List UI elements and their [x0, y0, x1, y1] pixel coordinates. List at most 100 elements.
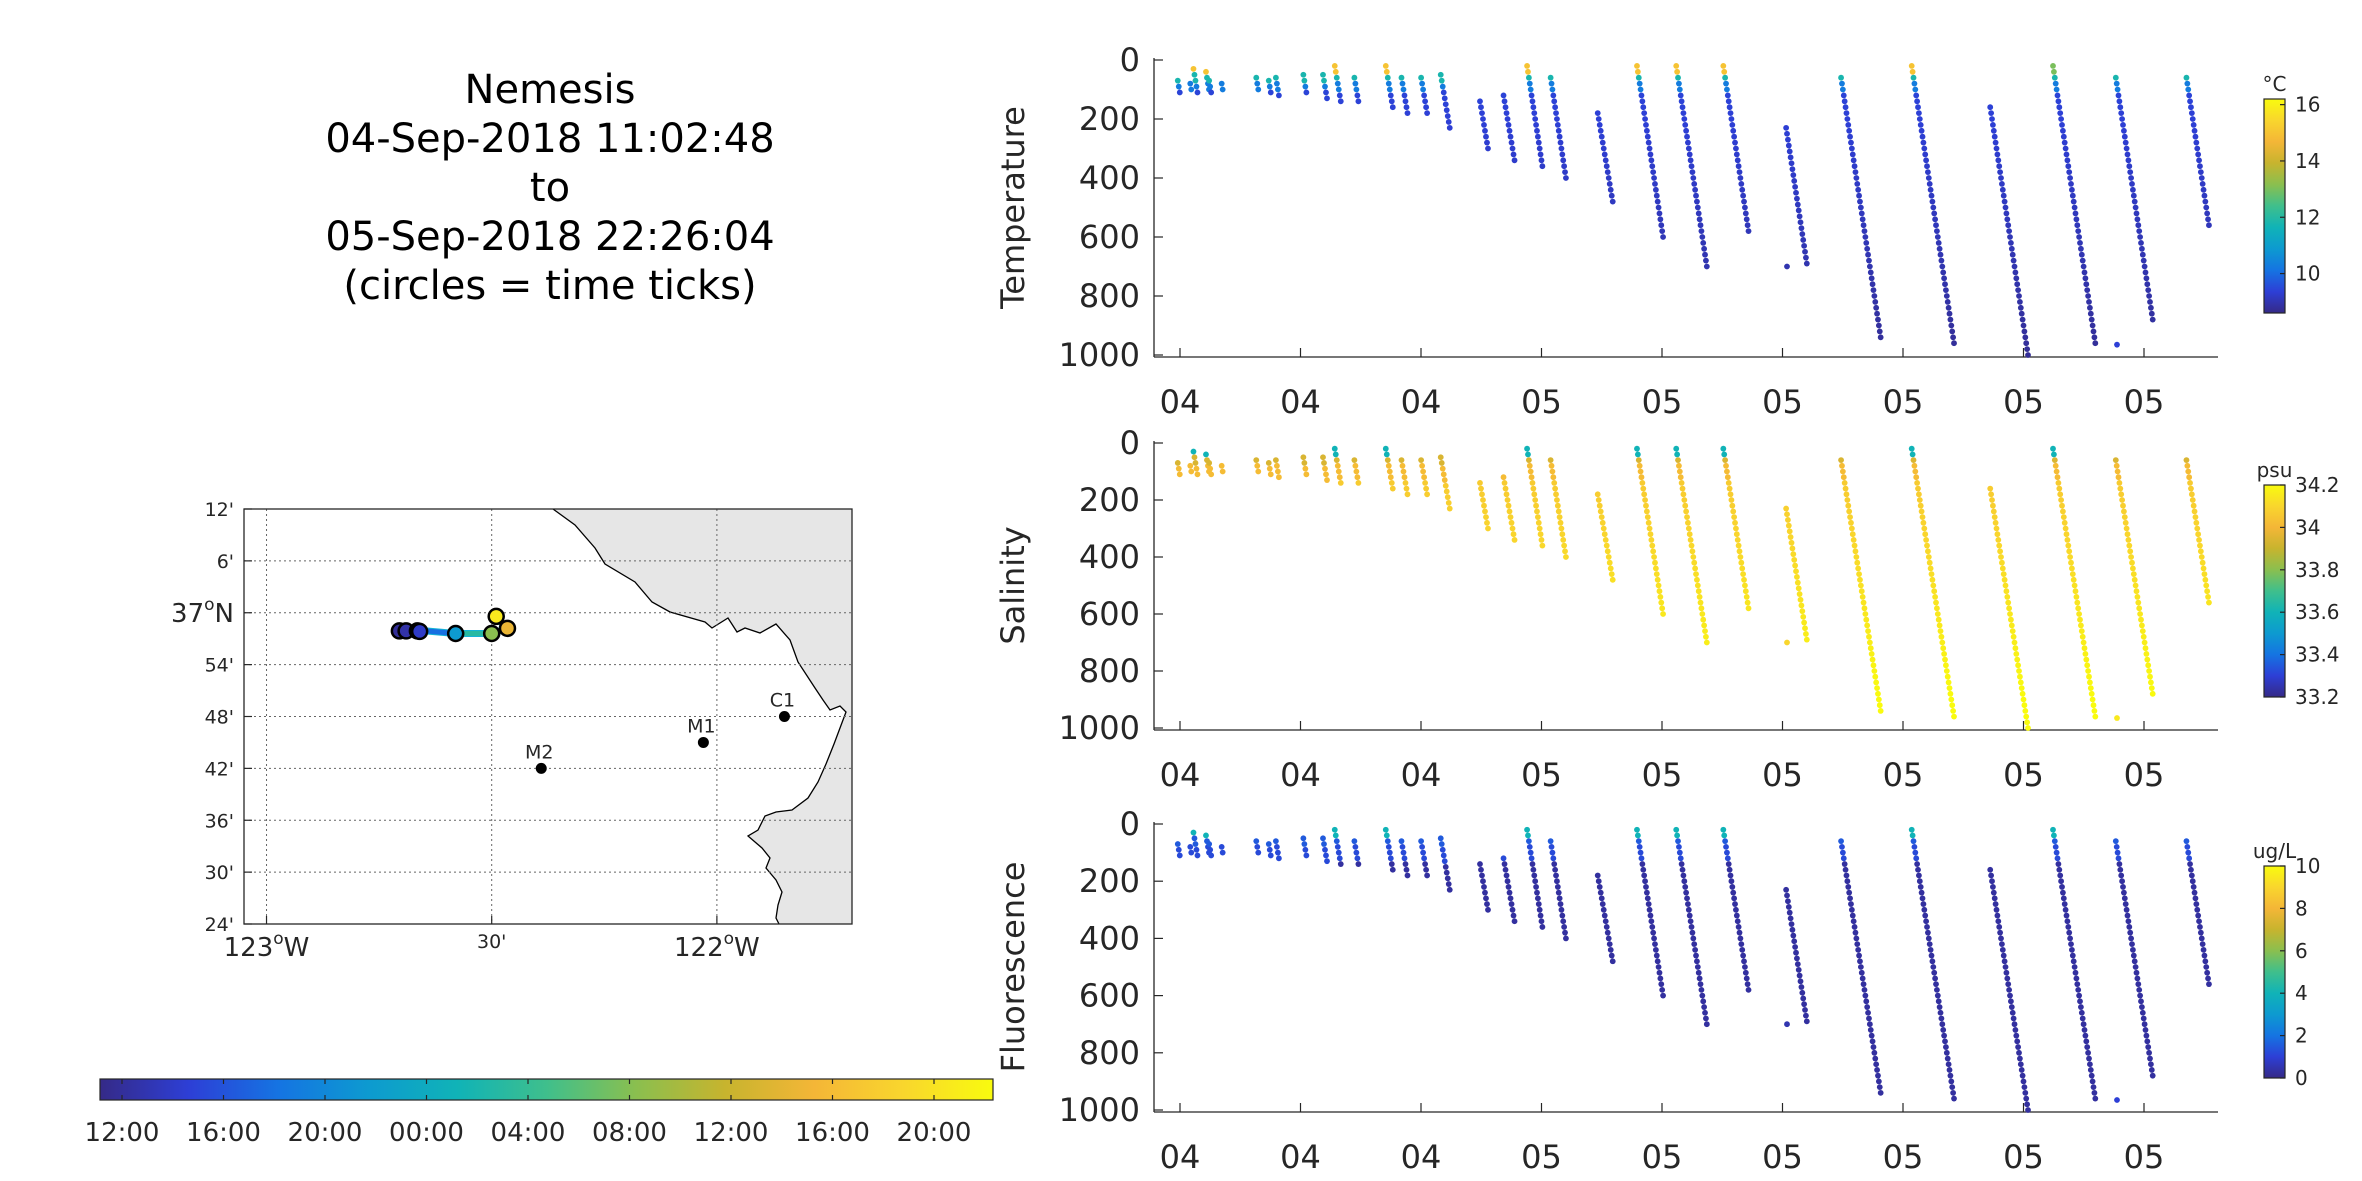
data-point	[1724, 849, 1730, 856]
data-point	[2077, 240, 2083, 246]
data-point	[1997, 929, 2004, 936]
data-point	[2145, 662, 2152, 669]
data-point	[1382, 445, 1389, 452]
data-point	[1174, 77, 1181, 84]
data-point	[1925, 548, 1931, 555]
data-point	[2021, 328, 2028, 335]
data-point	[1786, 528, 1793, 535]
data-point	[1351, 838, 1358, 845]
data-point	[1921, 145, 1928, 152]
data-point	[2005, 599, 2012, 606]
data-point	[1784, 263, 1790, 270]
data-point	[2114, 1097, 2120, 1103]
data-point	[1694, 958, 1700, 965]
data-point	[2146, 668, 2153, 674]
data-point	[2005, 981, 2012, 988]
data-point	[1929, 576, 1936, 583]
panel-y-tick-label: 600	[1079, 595, 1140, 633]
data-point	[1526, 80, 1533, 87]
data-point	[1599, 519, 1606, 526]
data-point	[1730, 127, 1737, 134]
data-point	[1683, 889, 1690, 896]
data-point	[2120, 502, 2126, 509]
data-point	[1928, 571, 1935, 577]
data-point	[1539, 542, 1546, 549]
data-point	[1873, 304, 1880, 311]
data-point	[2184, 462, 2191, 469]
data-point	[1922, 151, 1929, 158]
data-point	[1939, 639, 1946, 646]
data-point	[1601, 151, 1608, 158]
data-point	[1510, 531, 1517, 538]
data-point	[1649, 163, 1656, 170]
data-point	[1534, 127, 1540, 134]
data-point	[1694, 964, 1701, 970]
panel-y-tick-label: 1000	[1059, 336, 1140, 374]
map-lat-tick-label: 54'	[205, 655, 234, 677]
data-point	[2081, 1027, 2088, 1033]
panel-x-tick-label: 05	[1521, 1138, 1562, 1176]
data-point	[1399, 843, 1406, 850]
data-point	[1639, 98, 1646, 105]
station-label-m1: M1	[687, 715, 715, 737]
data-point	[1683, 508, 1690, 515]
data-point	[1673, 63, 1680, 69]
data-point	[1599, 139, 1606, 146]
data-point	[1421, 855, 1428, 862]
data-point	[2059, 502, 2065, 509]
data-point	[1857, 204, 1864, 211]
data-point	[2135, 599, 2142, 606]
data-point	[1321, 841, 1327, 847]
data-point	[1206, 77, 1213, 84]
panel-colorbar-label: 14	[2295, 149, 2320, 173]
data-point	[1856, 192, 1862, 199]
data-point	[1643, 884, 1649, 890]
data-point	[1867, 645, 1874, 652]
data-point	[1699, 992, 1706, 999]
data-point	[2078, 251, 2085, 258]
data-point	[1503, 872, 1510, 879]
data-point	[1652, 565, 1659, 572]
data-point	[1175, 465, 1182, 472]
lon-deg-symbol: o	[273, 929, 283, 949]
data-point	[2116, 861, 2123, 867]
data-point	[1383, 68, 1390, 75]
data-point	[1634, 68, 1641, 75]
data-point	[1275, 474, 1282, 481]
data-point	[1942, 656, 1948, 663]
data-point	[1841, 480, 1848, 486]
title-line-note: (circles = time ticks)	[343, 263, 757, 309]
data-point	[1856, 952, 1862, 959]
data-point	[1847, 895, 1853, 902]
data-point	[2066, 929, 2073, 936]
data-point	[1549, 468, 1556, 475]
data-point	[2012, 645, 2019, 652]
data-point	[1686, 531, 1693, 538]
data-point	[1991, 895, 1998, 902]
data-point	[1482, 889, 1488, 896]
data-point	[1533, 122, 1539, 128]
data-point	[2137, 992, 2144, 999]
data-point	[2121, 889, 2127, 896]
data-point	[1352, 80, 1359, 87]
data-point	[1332, 68, 1339, 75]
data-point	[1511, 918, 1518, 925]
data-point	[1388, 480, 1395, 486]
data-point	[1595, 878, 1602, 885]
data-point	[2022, 708, 2029, 714]
data-point	[1842, 485, 1849, 492]
data-point	[1740, 952, 1747, 959]
data-point	[2122, 519, 2129, 526]
data-point	[2137, 234, 2144, 240]
data-point	[2078, 622, 2084, 629]
data-point	[1696, 216, 1703, 223]
data-point	[1736, 929, 1743, 936]
data-point	[1636, 462, 1643, 469]
data-point	[1654, 576, 1661, 583]
data-point	[2119, 116, 2126, 122]
data-point	[1991, 133, 1998, 140]
data-point	[2087, 1061, 2093, 1068]
data-point	[1535, 139, 1542, 146]
data-point	[1444, 494, 1451, 501]
data-point	[2014, 1038, 2021, 1045]
